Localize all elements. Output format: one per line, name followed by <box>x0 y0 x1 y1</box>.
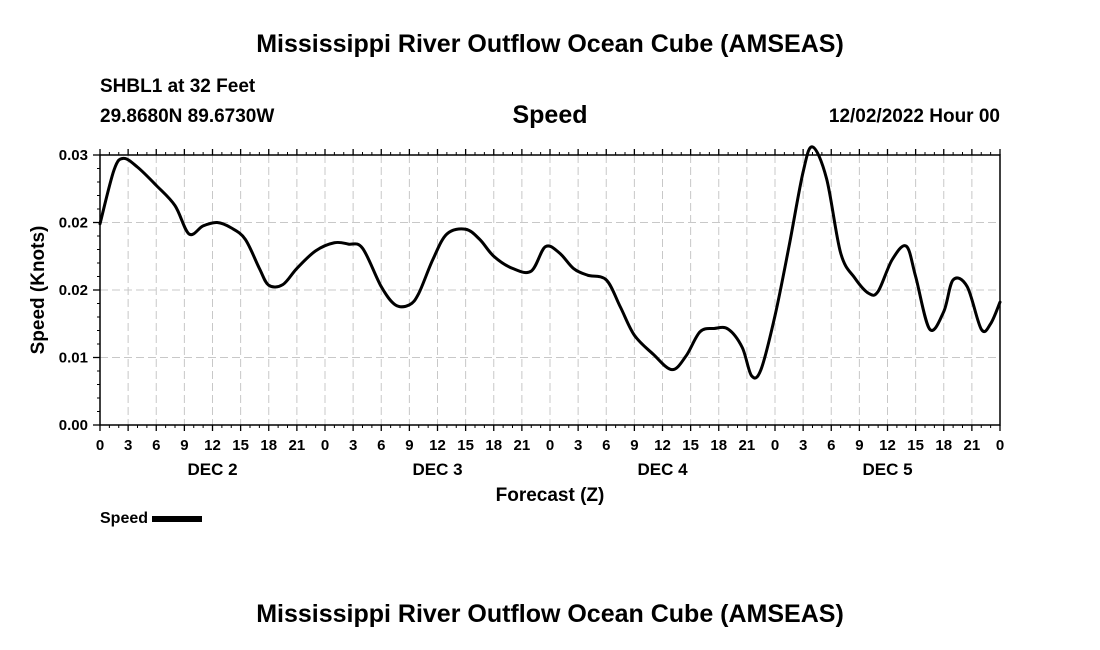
chart-title: Mississippi River Outflow Ocean Cube (AM… <box>256 30 844 58</box>
x-tick-label: 3 <box>349 437 357 454</box>
x-tick-label: 0 <box>96 437 104 454</box>
x-tick-label: 21 <box>289 437 306 454</box>
station-label: SHBL1 at 32 Feet <box>100 76 256 97</box>
x-tick-label: 12 <box>654 437 671 454</box>
y-tick-label: 0.00 <box>59 417 88 434</box>
legend: Speed <box>100 510 203 528</box>
day-label: DEC 3 <box>412 460 462 479</box>
x-tick-label: 9 <box>855 437 863 454</box>
x-tick-label: 6 <box>377 437 385 454</box>
x-tick-label: 0 <box>546 437 554 454</box>
x-tick-label: 6 <box>602 437 610 454</box>
x-tick-label: 21 <box>964 437 981 454</box>
y-tick-label: 0.01 <box>59 350 88 367</box>
x-tick-label: 12 <box>204 437 221 454</box>
x-tick-label: 18 <box>710 437 727 454</box>
x-tick-label: 0 <box>321 437 329 454</box>
footer-title: Mississippi River Outflow Ocean Cube (AM… <box>256 600 844 628</box>
axis-labels: 0 3 6 9 12 15 18 21 0 3 6 9 12 15 18 21 0 3 6 9 12 15 18 21 0 3 6 9… <box>28 147 1004 506</box>
y-tick-label: 0.02 <box>59 282 88 299</box>
x-tick-label: 18 <box>260 437 277 454</box>
axis-ticks <box>93 149 1001 431</box>
y-tick-label: 0.03 <box>59 147 88 164</box>
x-tick-label: 15 <box>232 437 249 454</box>
x-tick-label: 9 <box>630 437 638 454</box>
x-tick-label: 18 <box>935 437 952 454</box>
x-tick-label: 15 <box>907 437 924 454</box>
day-label: DEC 4 <box>637 460 688 479</box>
variable-title: Speed <box>512 101 588 129</box>
x-tick-label: 0 <box>996 437 1004 454</box>
datetime-label: 12/02/2022 Hour 00 <box>828 106 1000 127</box>
x-tick-label: 15 <box>682 437 699 454</box>
x-tick-label: 6 <box>827 437 835 454</box>
x-tick-label: 12 <box>879 437 896 454</box>
legend-label: Speed <box>100 510 149 527</box>
x-tick-label: 6 <box>152 437 160 454</box>
series-line-speed <box>98 145 1002 380</box>
x-tick-label: 9 <box>405 437 413 454</box>
y-tick-label: 0.02 <box>59 215 88 232</box>
x-axis-label: Forecast (Z) <box>496 485 605 506</box>
x-tick-label: 3 <box>124 437 132 454</box>
legend-swatch <box>152 516 203 522</box>
grid-lines <box>100 155 1000 425</box>
x-tick-label: 3 <box>574 437 582 454</box>
series-layer <box>98 145 1002 380</box>
day-label: DEC 2 <box>187 460 237 479</box>
day-label: DEC 5 <box>862 460 912 479</box>
x-tick-label: 9 <box>180 437 188 454</box>
coordinates-label: 29.8680N 89.6730W <box>100 106 275 127</box>
x-tick-label: 0 <box>771 437 779 454</box>
x-tick-label: 3 <box>799 437 807 454</box>
x-tick-label: 18 <box>485 437 502 454</box>
x-tick-label: 15 <box>457 437 474 454</box>
x-tick-label: 21 <box>514 437 531 454</box>
x-tick-label: 12 <box>429 437 446 454</box>
x-tick-label: 21 <box>739 437 756 454</box>
y-axis-label: Speed (Knots) <box>28 226 49 355</box>
